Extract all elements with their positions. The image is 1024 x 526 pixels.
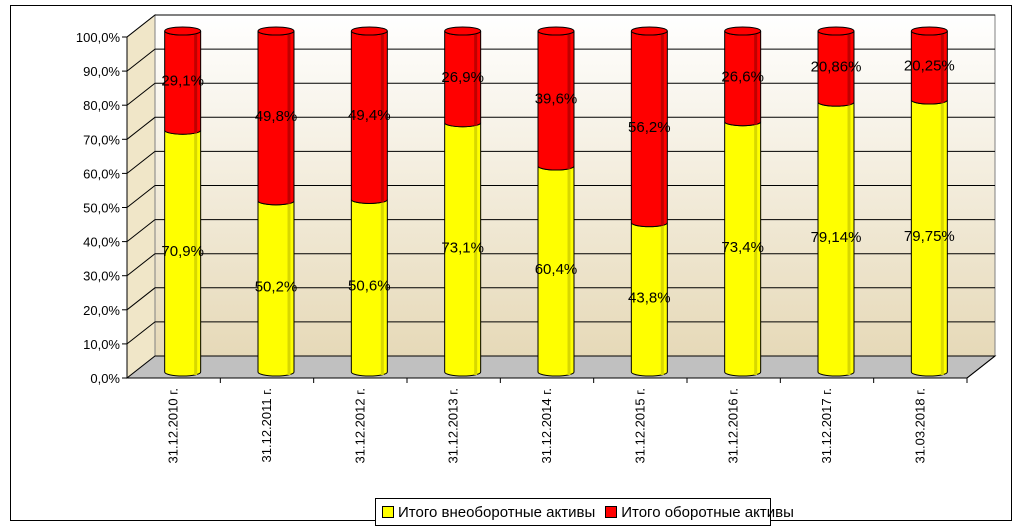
y-tick-label: 80,0% (83, 98, 120, 113)
legend-label-current: Итого оборотные активы (621, 503, 794, 521)
legend-item-current: Итого оборотные активы (605, 504, 794, 521)
data-label-noncurrent: 43,8% (628, 289, 671, 306)
y-tick-label: 50,0% (83, 201, 120, 216)
data-label-noncurrent: 60,4% (535, 261, 578, 278)
data-label-noncurrent: 73,1% (441, 239, 484, 256)
data-label-current: 20,25% (904, 58, 955, 75)
x-category-label: 31.12.2015 г. (632, 388, 647, 463)
x-category-label: 31.12.2016 г. (726, 388, 741, 463)
data-label-current: 26,6% (721, 68, 764, 85)
data-label-current: 29,1% (161, 73, 204, 90)
gridline (126, 253, 995, 277)
bar-top-cap (630, 26, 668, 36)
gridline (126, 321, 995, 345)
data-label-current: 20,86% (811, 59, 862, 76)
data-label-current: 39,6% (535, 91, 578, 108)
legend-swatch-yellow (382, 506, 394, 518)
y-tick-label: 30,0% (83, 269, 120, 284)
y-tick-label: 10,0% (83, 337, 120, 352)
legend-item-noncurrent: Итого внеоборотные активы (382, 504, 595, 521)
bar-top-cap (724, 26, 762, 36)
x-category-label: 31.12.2014 г. (539, 388, 554, 463)
y-tick-label: 0,0% (90, 371, 120, 386)
gridline (126, 219, 995, 242)
data-label-noncurrent: 79,14% (811, 229, 862, 246)
data-label-current: 49,4% (348, 107, 391, 124)
x-category-label: 31.03.2018 г. (912, 388, 927, 463)
gridline (126, 185, 995, 208)
x-category-label: 31.12.2013 г. (446, 388, 461, 463)
x-category-label: 31.12.2017 г. (819, 388, 834, 463)
y-tick-label: 40,0% (83, 235, 120, 250)
bar-top-cap (257, 26, 295, 36)
y-tick-label: 100,0% (76, 30, 121, 45)
data-label-current: 56,2% (628, 119, 671, 136)
data-label-current: 26,9% (441, 69, 484, 86)
y-tick-label: 20,0% (83, 303, 120, 318)
legend-label-noncurrent: Итого внеоборотные активы (398, 503, 596, 521)
gridline (126, 287, 995, 311)
gridline (126, 150, 995, 174)
chart-plot: 0,0% 10,0% 20,0% 30,0% 40,0% 50,0% 60,0% 70,0% 8… (76, 13, 997, 463)
x-category-label: 31.12.2011 г. (259, 388, 274, 462)
gridline (126, 48, 995, 72)
bar-top-cap (164, 26, 202, 36)
bar-top-cap (444, 26, 482, 36)
x-category-label: 31.12.2012 г. (352, 388, 367, 463)
gridline (126, 14, 995, 38)
data-label-noncurrent: 79,75% (904, 228, 955, 245)
data-label-noncurrent: 50,6% (348, 278, 391, 295)
bar-top-cap (817, 26, 855, 36)
data-label-noncurrent: 70,9% (161, 243, 204, 260)
data-label-noncurrent: 50,2% (255, 278, 298, 295)
y-tick-label: 90,0% (83, 64, 120, 79)
x-category-label: 31.12.2010 г. (166, 388, 181, 463)
y-tick-label: 70,0% (83, 132, 120, 147)
data-label-current: 49,8% (255, 108, 298, 125)
bar-top-cap (910, 26, 948, 36)
bar-top-cap (537, 26, 575, 36)
legend-swatch-red (605, 506, 618, 518)
data-label-noncurrent: 73,4% (721, 239, 764, 256)
x-axis-edge (966, 355, 996, 379)
y-tick-label: 60,0% (83, 166, 120, 181)
legend: Итого внеоборотные активы Итого оборотны… (375, 498, 794, 526)
chart-frame: 0,0% 10,0% 20,0% 30,0% 40,0% 50,0% 60,0% 70,0% 8… (10, 5, 1012, 526)
bar-top-cap (350, 26, 388, 36)
gridline (126, 116, 995, 140)
gridline (126, 82, 995, 106)
